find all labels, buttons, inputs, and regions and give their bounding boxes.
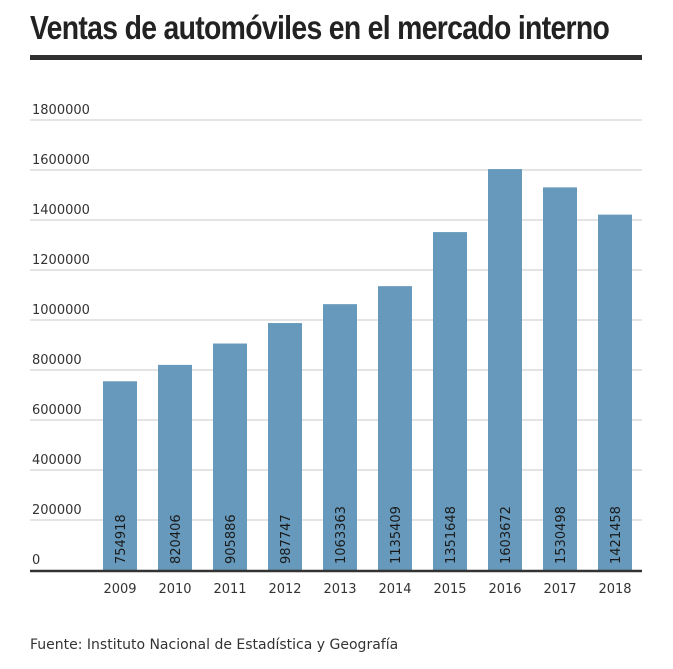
y-tick-label: 800000	[32, 353, 82, 368]
x-tick-label: 2010	[158, 582, 191, 597]
bar	[378, 286, 412, 570]
bar	[598, 214, 632, 570]
y-tick-label: 1400000	[32, 203, 90, 218]
bar	[103, 381, 137, 570]
bar	[543, 187, 577, 571]
y-tick-label: 0	[32, 553, 40, 568]
data-label: 1603672	[499, 506, 514, 564]
x-tick-label: 2017	[543, 582, 576, 597]
x-tick-label: 2016	[488, 582, 521, 597]
bar	[213, 343, 247, 570]
bar	[323, 304, 357, 570]
data-label: 1063363	[334, 506, 349, 564]
y-tick-label: 200000	[32, 503, 82, 518]
data-label: 1421458	[609, 506, 624, 564]
x-tick-label: 2014	[378, 582, 411, 597]
bar	[488, 169, 522, 570]
bar	[433, 232, 467, 570]
y-tick-label: 1200000	[32, 253, 90, 268]
y-tick-label: 1600000	[32, 153, 90, 168]
title-divider	[30, 55, 642, 60]
data-label: 754918	[114, 514, 129, 564]
data-label: 1530498	[554, 506, 569, 564]
bar-chart: 0 200000 400000 600000 800000 1000000 1200000 1…	[30, 103, 642, 597]
source-note: Fuente: Instituto Nacional de Estadístic…	[30, 637, 399, 653]
x-tick-label: 2009	[103, 582, 136, 597]
x-tick-label: 2012	[268, 582, 301, 597]
y-tick-label: 600000	[32, 403, 82, 418]
x-tick-label: 2018	[598, 582, 631, 597]
y-tick-label: 1800000	[32, 103, 90, 118]
data-label: 820406	[169, 514, 184, 564]
x-tick-label: 2015	[433, 582, 466, 597]
chart-title: Ventas de automóviles en el mercado inte…	[30, 9, 610, 46]
y-tick-label: 400000	[32, 453, 82, 468]
data-label: 1135409	[389, 506, 404, 564]
x-tick-label: 2013	[323, 582, 356, 597]
x-tick-label: 2011	[213, 582, 246, 597]
bar	[158, 364, 192, 570]
data-label: 987747	[279, 514, 294, 564]
y-tick-label: 1000000	[32, 303, 90, 318]
bar	[268, 323, 302, 570]
data-label: 905886	[224, 514, 239, 564]
data-label: 1351648	[444, 506, 459, 564]
